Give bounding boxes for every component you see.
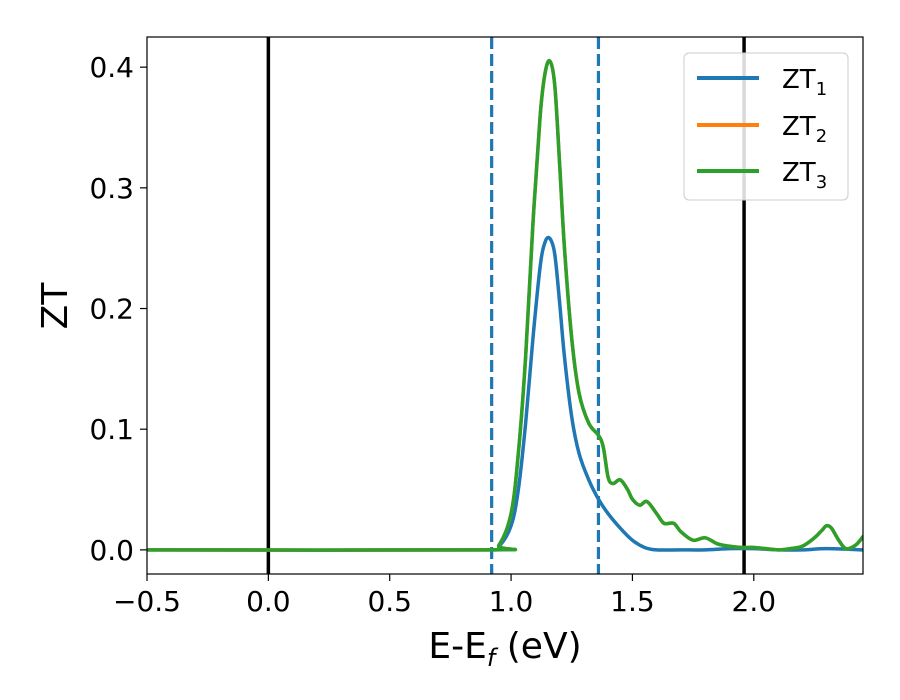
legend-label-zt1: ZT1 [782, 65, 827, 100]
legend: ZT1 ZT2 ZT3 [683, 52, 849, 201]
x-tick-label: 0.5 [367, 585, 412, 618]
x-axis-label: E-Ef (eV) [428, 626, 581, 672]
legend-label-zt3-sub: 3 [816, 172, 827, 193]
legend-label-zt1-main: ZT [782, 65, 816, 95]
legend-item: ZT2 [697, 112, 827, 147]
legend-item: ZT1 [697, 65, 827, 100]
legend-label-zt2-main: ZT [782, 112, 816, 142]
plot-frame [146, 36, 864, 575]
y-tick-label: 0.4 [89, 51, 134, 84]
legend-label-zt3-main: ZT [782, 158, 816, 188]
x-axis-label-unit: (eV) [495, 626, 581, 667]
x-tick-label: −0.5 [113, 585, 181, 618]
series-line-zt1 [147, 235, 863, 552]
y-axis: 0.0 0.1 0.2 0.3 0.4 [89, 51, 147, 567]
x-axis: −0.5 0.0 0.5 1.0 1.5 2.0 [113, 574, 776, 618]
x-tick-label: 0.0 [246, 585, 291, 618]
y-tick-label: 0.2 [89, 293, 134, 326]
legend-label-zt2-sub: 2 [816, 126, 827, 147]
series-lines [147, 58, 863, 552]
x-axis-label-main: E-E [428, 626, 486, 667]
y-tick-label: 0.1 [89, 413, 134, 446]
y-tick-label: 0.0 [89, 534, 134, 567]
y-tick-label: 0.3 [89, 172, 134, 205]
x-tick-label: 1.5 [610, 585, 655, 618]
x-tick-label: 1.0 [489, 585, 534, 618]
legend-label-zt2: ZT2 [782, 112, 827, 147]
legend-item: ZT3 [697, 158, 827, 193]
x-tick-label: 2.0 [732, 585, 777, 618]
y-axis-label: ZT [35, 282, 76, 330]
series-line-zt3 [147, 58, 863, 552]
legend-label-zt1-sub: 1 [816, 79, 827, 100]
legend-label-zt3: ZT3 [782, 158, 827, 193]
legend-box [683, 52, 849, 201]
